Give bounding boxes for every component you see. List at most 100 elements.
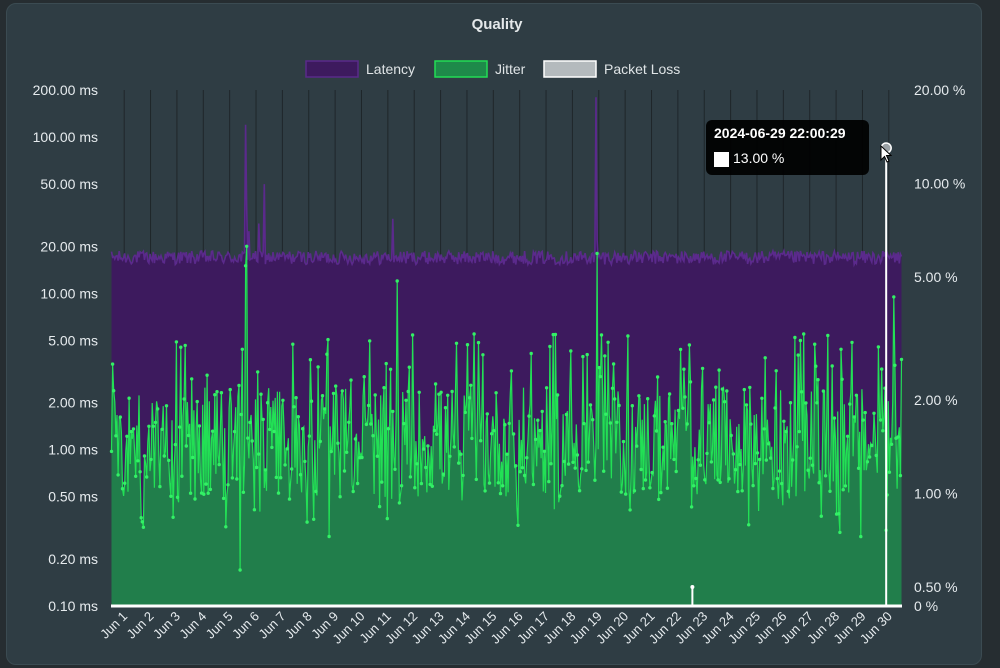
- jitter-point: [232, 429, 237, 434]
- jitter-point: [213, 393, 217, 397]
- jitter-point: [611, 362, 616, 366]
- jitter-point: [463, 410, 467, 415]
- jitter-point: [120, 487, 125, 491]
- jitter-point: [158, 484, 162, 489]
- jitter-point: [395, 279, 399, 283]
- jitter-point: [892, 295, 896, 299]
- jitter-point: [689, 505, 694, 509]
- jitter-point: [292, 405, 296, 409]
- jitter-point: [485, 412, 489, 416]
- jitter-point: [123, 481, 127, 485]
- jitter-point: [197, 424, 202, 428]
- jitter-point: [815, 401, 819, 405]
- jitter-point: [243, 264, 248, 268]
- jitter-point: [307, 434, 311, 438]
- jitter-point: [410, 333, 415, 337]
- jitter-point: [407, 365, 411, 369]
- jitter-point: [830, 364, 834, 368]
- jitter-point: [692, 484, 696, 488]
- jitter-point: [388, 367, 393, 371]
- tooltip-value: 13.00 %: [733, 150, 785, 166]
- jitter-point: [441, 472, 445, 476]
- jitter-point: [547, 479, 551, 484]
- jitter-point: [184, 444, 188, 448]
- x-tick-label: Jun 8: [282, 609, 315, 642]
- jitter-point: [665, 486, 670, 490]
- jitter-point: [479, 439, 483, 443]
- jitter-point: [129, 429, 133, 434]
- jitter-point: [331, 391, 336, 396]
- jitter-point: [854, 393, 859, 397]
- jitter-point: [380, 480, 384, 484]
- jitter-point: [648, 486, 652, 490]
- jitter-point: [655, 375, 660, 379]
- jitter-point: [581, 354, 585, 359]
- jitter-point: [362, 375, 366, 379]
- jitter-point: [174, 340, 179, 344]
- jitter-point: [287, 497, 292, 501]
- jitter-point: [536, 418, 540, 422]
- jitter-point: [195, 399, 199, 404]
- jitter-point: [371, 434, 375, 438]
- jitter-point: [443, 406, 448, 410]
- x-tick-label: Jun 6: [229, 609, 262, 642]
- jitter-point: [305, 520, 309, 524]
- jitter-point: [731, 452, 736, 456]
- jitter-point: [366, 403, 371, 408]
- jitter-point: [437, 392, 441, 396]
- y-left-tick-label: 5.00 ms: [48, 332, 98, 348]
- y-left-tick-label: 20.00 ms: [40, 238, 98, 254]
- jitter-point: [646, 397, 650, 401]
- jitter-point: [643, 478, 648, 482]
- jitter-point: [474, 477, 478, 482]
- jitter-point: [360, 455, 364, 460]
- y-left-tick-label: 50.00 ms: [40, 176, 98, 192]
- jitter-point: [160, 427, 164, 431]
- jitter-point: [874, 453, 878, 458]
- jitter-point: [188, 491, 193, 495]
- jitter-point: [796, 353, 800, 357]
- jitter-point: [850, 340, 854, 345]
- jitter-point: [241, 490, 246, 494]
- jitter-point: [167, 458, 171, 463]
- jitter-point: [118, 415, 123, 419]
- jitter-point: [270, 445, 274, 450]
- jitter-point: [863, 410, 867, 415]
- jitter-point: [224, 525, 228, 529]
- jitter-point: [788, 401, 793, 405]
- jitter-point: [654, 429, 659, 433]
- jitter-point: [806, 468, 810, 472]
- jitter-point: [235, 477, 239, 481]
- jitter-point: [193, 497, 197, 501]
- jitter-point: [617, 403, 621, 408]
- jitter-point: [364, 422, 369, 427]
- jitter-point: [878, 418, 883, 422]
- x-tick-label: Jun 3: [150, 609, 183, 642]
- jitter-point: [498, 491, 503, 496]
- jitter-point: [228, 387, 232, 392]
- jitter-point: [821, 389, 826, 393]
- jitter-point: [413, 486, 417, 490]
- jitter-point: [276, 491, 281, 495]
- jitter-point: [676, 408, 681, 413]
- y-right-tick-label: 10.00 %: [914, 175, 965, 191]
- jitter-point: [865, 460, 870, 464]
- jitter-point: [208, 487, 213, 492]
- jitter-point: [294, 396, 298, 400]
- jitter-point: [603, 354, 607, 358]
- jitter-point: [859, 534, 863, 539]
- jitter-point: [496, 481, 500, 485]
- x-tick-label: Jun 1: [97, 609, 130, 642]
- jitter-point: [382, 386, 386, 390]
- jitter-point: [606, 340, 610, 344]
- jitter-point: [544, 386, 549, 390]
- jitter-point: [272, 429, 276, 434]
- jitter-point: [226, 483, 230, 487]
- jitter-point: [826, 333, 830, 338]
- jitter-point: [487, 481, 492, 485]
- jitter-point: [786, 489, 790, 493]
- jitter-point: [384, 361, 388, 366]
- jitter-point: [329, 449, 333, 454]
- jitter-point: [714, 385, 718, 389]
